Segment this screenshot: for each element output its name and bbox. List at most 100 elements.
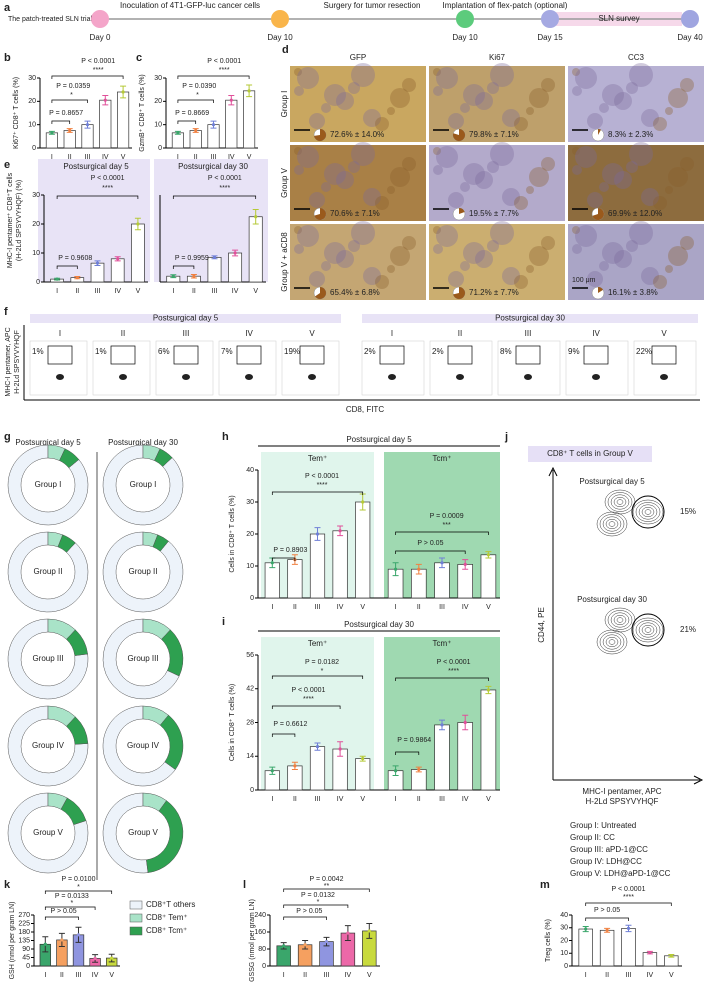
mean-point	[233, 251, 237, 255]
tissue-texture	[541, 78, 555, 92]
tissue-texture	[575, 146, 597, 168]
panel-label: c	[136, 52, 142, 64]
flow-percent: 19%	[284, 347, 300, 356]
tissue-texture	[433, 147, 441, 155]
day-label: Day 15	[537, 33, 563, 42]
tissue-texture	[297, 146, 319, 168]
series-label: Tcm⁺	[433, 454, 452, 463]
x-tick-label: IV	[232, 288, 239, 295]
bar	[309, 533, 326, 599]
series-label: Tem⁺	[308, 639, 327, 648]
x-tick-label: IV	[337, 796, 344, 803]
tissue-texture	[626, 82, 638, 94]
group-legend: Group II: CC	[570, 833, 615, 842]
mean-point	[212, 255, 217, 259]
row-header: Group V	[280, 167, 289, 197]
series-label: Tem⁺	[308, 454, 327, 463]
tissue-texture	[433, 86, 443, 96]
flow-percent: 6%	[158, 347, 170, 356]
tissue-texture	[387, 265, 395, 273]
mean-point	[95, 261, 100, 265]
tissue-texture	[375, 117, 389, 131]
event-label: Surgery for tumor resection	[324, 1, 421, 10]
x-tick-label: I	[56, 288, 58, 295]
mean-point	[211, 123, 216, 127]
tissue-texture	[390, 88, 410, 108]
mean-point	[136, 222, 140, 226]
x-tick-label: V	[360, 604, 365, 611]
tissue-texture	[668, 246, 688, 266]
x-tick-label: I	[51, 154, 53, 161]
tissue-texture	[294, 226, 302, 234]
mean-point	[394, 769, 398, 773]
annotation: P > 0.05	[594, 907, 620, 914]
tissue-texture	[448, 192, 464, 208]
tissue-texture	[460, 103, 470, 113]
annotation: P < 0.0001	[305, 473, 339, 480]
micrograph	[429, 145, 565, 221]
mean-point	[324, 939, 329, 944]
flow-percent: 2%	[364, 347, 376, 356]
tissue-texture	[599, 261, 609, 271]
tissue-texture	[665, 265, 673, 273]
mean-point	[68, 128, 72, 133]
x-tick-label: IV	[647, 972, 654, 979]
mean-point	[60, 938, 64, 942]
y-tick-label: 225	[18, 920, 30, 927]
micrograph	[568, 66, 704, 142]
tissue-texture	[436, 225, 458, 247]
y-tick-label: 28	[246, 719, 254, 726]
panel-label: i	[222, 616, 225, 628]
mean-point	[176, 131, 180, 135]
tissue-texture	[490, 142, 514, 166]
significance-bracket	[51, 99, 88, 103]
x-tick-label: III	[95, 288, 101, 295]
mean-point	[55, 277, 59, 281]
y-tick-label: 42	[246, 686, 254, 693]
significance-bracket	[283, 916, 327, 920]
tissue-texture	[294, 86, 304, 96]
tissue-texture	[668, 88, 688, 108]
y-axis-label: Ki67⁺ CD8⁺ T cells (%)	[13, 77, 20, 149]
donut-segment	[152, 534, 169, 552]
bar	[480, 689, 497, 791]
tissue-texture	[541, 157, 555, 171]
flow-group: II	[458, 329, 462, 338]
contour	[604, 607, 636, 633]
tissue-texture	[460, 261, 470, 271]
tissue-texture	[614, 250, 632, 268]
tissue-texture	[572, 165, 582, 175]
tissue-texture	[348, 161, 360, 173]
mean-point	[584, 927, 588, 931]
contour	[632, 499, 664, 525]
tissue-texture	[529, 167, 549, 187]
contour-percent: 15%	[680, 507, 696, 516]
cell-cluster	[308, 374, 316, 380]
tissue-texture	[321, 103, 331, 113]
tissue-texture	[602, 163, 624, 185]
tissue-texture	[351, 142, 375, 166]
bar	[355, 501, 371, 599]
tissue-texture	[668, 167, 688, 187]
bar	[45, 132, 58, 149]
mean-point	[417, 767, 421, 772]
tissue-texture	[514, 196, 528, 210]
tissue-texture	[321, 182, 331, 192]
x-tick-label: V	[253, 288, 258, 295]
tissue-texture	[575, 225, 597, 247]
contour	[613, 614, 627, 626]
contour	[635, 502, 661, 522]
flow-percent: 8%	[500, 347, 512, 356]
mean-point	[605, 928, 609, 932]
x-tick-label: III	[626, 972, 632, 979]
x-tick-label: IV	[337, 604, 344, 611]
significance-bracket	[395, 531, 489, 535]
micrograph	[290, 224, 426, 300]
annotation: P = 0.0132	[301, 892, 335, 899]
contour	[641, 624, 655, 636]
y-axis-label: GSSG (nmol per gram LN)	[249, 899, 256, 982]
tissue-texture	[572, 147, 580, 155]
annotation: **	[324, 883, 330, 890]
tissue-texture	[665, 186, 673, 194]
tissue-texture	[514, 275, 528, 289]
